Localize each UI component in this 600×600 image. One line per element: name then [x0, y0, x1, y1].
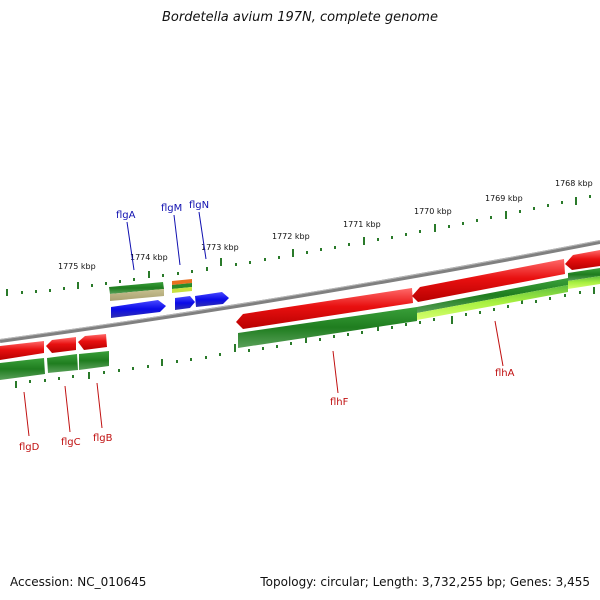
genome-backbone	[0, 240, 600, 343]
forward-gene-flgD[interactable]	[0, 341, 44, 360]
gene-label-flhA: flhA	[495, 368, 515, 379]
forward-gene-flhA[interactable]	[412, 259, 565, 302]
inner-scale-ticks	[15, 287, 595, 388]
gene-label-flgD: flgD	[19, 442, 40, 453]
gene-label-flgC: flgC	[61, 437, 81, 448]
forward-gene-flhF[interactable]	[236, 288, 413, 329]
feature-next-track[interactable]	[568, 268, 600, 289]
gene-label-flgM: flgM	[161, 203, 182, 214]
reverse-gene-flgM[interactable]	[175, 296, 195, 310]
scale-label-1773: 1773 kbp	[201, 243, 239, 252]
scale-label-1772: 1772 kbp	[272, 232, 310, 241]
lower-left-green-track[interactable]	[0, 351, 109, 380]
feature-flhF-track[interactable]	[238, 307, 417, 348]
gene-label-flhF: flhF	[330, 397, 349, 408]
figure-title: Bordetella avium 197N, complete genome	[162, 10, 438, 25]
gene-leader-lines	[23, 211, 504, 437]
feature-flgM-track[interactable]	[172, 279, 192, 293]
outer-scale-ticks	[6, 195, 591, 296]
feature-flgA-track[interactable]	[109, 282, 164, 301]
scale-label-1770: 1770 kbp	[414, 207, 452, 216]
genome-summary-text: Topology: circular; Length: 3,732,255 bp…	[260, 575, 590, 589]
scale-label-1775: 1775 kbp	[58, 262, 96, 271]
scale-label-1769: 1769 kbp	[485, 194, 523, 203]
forward-gene-next[interactable]	[565, 250, 600, 270]
forward-gene-flgB[interactable]	[78, 334, 107, 350]
scale-label-1771: 1771 kbp	[343, 220, 381, 229]
scale-label-1774: 1774 kbp	[130, 253, 168, 262]
gene-label-flgB: flgB	[93, 433, 113, 444]
forward-gene-flgC[interactable]	[46, 337, 76, 353]
gene-label-flgA: flgA	[116, 210, 136, 221]
reverse-gene-flgA[interactable]	[111, 300, 166, 318]
reverse-gene-flgN[interactable]	[195, 292, 229, 307]
feature-flhA-track[interactable]	[417, 278, 568, 320]
accession-text: Accession: NC_010645	[10, 575, 147, 589]
scale-label-1768: 1768 kbp	[555, 179, 593, 188]
gene-label-flgN: flgN	[189, 200, 209, 211]
